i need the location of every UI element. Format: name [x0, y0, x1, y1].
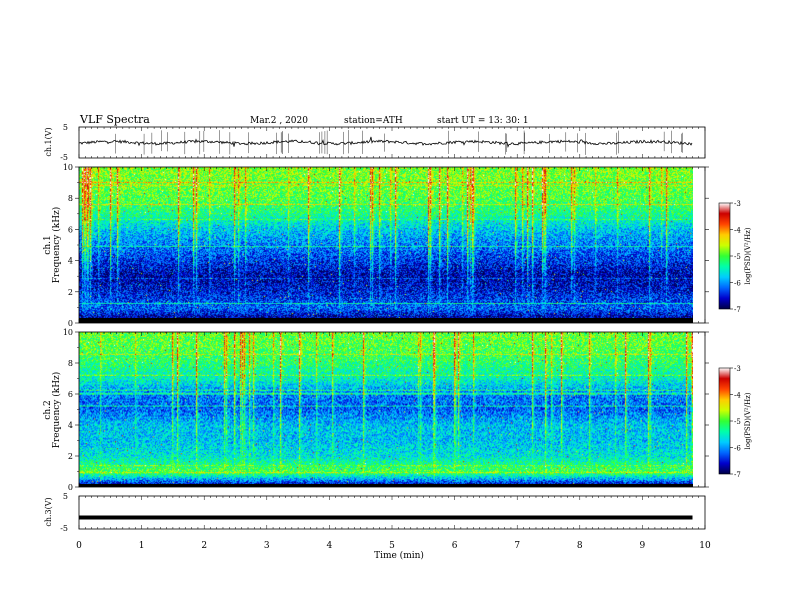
start-ut-label: start UT = 13: 30: 1 — [437, 116, 529, 126]
ch1-spec-ytick-label: 8 — [68, 194, 73, 203]
colorbar-1-tick-label: -4 — [734, 227, 741, 235]
ch2-spec-ytick-label: 10 — [63, 328, 73, 337]
colorbar-2-label: log(PSD)(V²/Hz) — [744, 392, 752, 449]
colorbar-1: -3 -4 -5 -6 -7 log(PSD)(V²/Hz) — [718, 200, 752, 314]
figure-title: VLF Spectra — [79, 113, 150, 126]
ch2-spectrogram-image — [79, 332, 693, 487]
colorbar-2-tick-label: -3 — [734, 365, 741, 373]
colorbar-1-label: log(PSD)(V²/Hz) — [744, 227, 752, 284]
x-tick-label: 9 — [640, 541, 646, 551]
colorbar-1-tick-label: -7 — [734, 306, 741, 314]
ch1-spec-ytick-label: 10 — [63, 163, 73, 172]
ch2-freq-label: Frequency (kHz) — [51, 372, 62, 449]
ch3-waveform-trace — [79, 515, 693, 520]
colorbar-2: -3 -4 -5 -6 -7 log(PSD)(V²/Hz) — [718, 365, 752, 479]
ch2-spec-prefix: ch.2 — [43, 400, 53, 419]
ch2-spec-ytick-label: 2 — [68, 452, 73, 461]
ch3-ytick-bottom: -5 — [60, 524, 68, 533]
x-tick-label: 0 — [76, 541, 82, 551]
ch1-ytick-bottom: -5 — [60, 153, 68, 162]
x-axis-label: Time (min) — [374, 550, 424, 561]
station-label: station=ATH — [344, 116, 403, 126]
ch1-ytick-top: 5 — [63, 123, 68, 132]
ch2-spec-ytick-label: 4 — [68, 421, 73, 430]
ch3-waveform-frame — [78, 495, 706, 530]
ch2-spectrogram-panel: 0 2 4 6 8 10 ch.2 Frequency (kHz) — [43, 328, 709, 492]
x-tick-label: 7 — [514, 541, 520, 551]
ch1-voltage-label: ch.1(V) — [44, 127, 53, 156]
x-tick-label: 2 — [201, 541, 207, 551]
x-tick-label: 4 — [327, 541, 333, 551]
ch1-spec-prefix: ch.1 — [43, 235, 53, 254]
ch2-spec-ytick-label: 0 — [68, 483, 73, 492]
x-tick-label: 1 — [139, 541, 145, 551]
ch3-voltage-label: ch.3(V) — [44, 497, 53, 526]
x-tick-label: 3 — [264, 541, 270, 551]
ch1-waveform-panel: 5 -5 ch.1(V) — [44, 123, 706, 162]
date-label: Mar.2 , 2020 — [250, 116, 308, 126]
x-tick-label: 6 — [452, 541, 458, 551]
ch1-spectrogram-panel: 0 2 4 6 8 10 ch.1 Frequency (kHz) — [43, 163, 709, 328]
colorbar-2-gradient — [718, 367, 731, 475]
colorbar-2-tick-label: -7 — [734, 471, 741, 479]
ch1-waveform-trace — [79, 136, 693, 148]
x-tick-label: 10 — [699, 541, 711, 551]
x-tick-label: 8 — [577, 541, 583, 551]
ch1-spec-ytick-label: 4 — [68, 257, 73, 266]
colorbar-1-tick-label: -5 — [734, 253, 741, 261]
ch3-ytick-top: 5 — [63, 492, 68, 501]
ch1-waveform-frame — [78, 126, 706, 159]
ch2-black-base-band — [79, 484, 693, 487]
ch1-spectrogram-image — [79, 167, 693, 323]
colorbar-1-tick-label: -6 — [734, 280, 741, 288]
x-tick-label: 5 — [389, 541, 395, 551]
ch1-freq-label: Frequency (kHz) — [51, 207, 62, 284]
colorbar-1-gradient — [718, 202, 731, 310]
ch1-spec-ytick-label: 0 — [68, 319, 73, 328]
ch2-spec-ytick-label: 6 — [68, 390, 73, 399]
colorbar-2-tick-label: -4 — [734, 392, 741, 400]
ch1-spec-ytick-label: 6 — [68, 225, 73, 234]
colorbar-2-tick-label: -5 — [734, 418, 741, 426]
colorbar-1-tick-label: -3 — [734, 200, 741, 208]
colorbar-2-tick-label: -6 — [734, 445, 741, 453]
ch2-spec-ytick-label: 8 — [68, 359, 73, 368]
ch1-spec-ytick-label: 2 — [68, 288, 73, 297]
ch1-black-base-band — [79, 318, 693, 323]
ch3-waveform-panel: 5 -5 ch.3(V) — [44, 492, 706, 533]
